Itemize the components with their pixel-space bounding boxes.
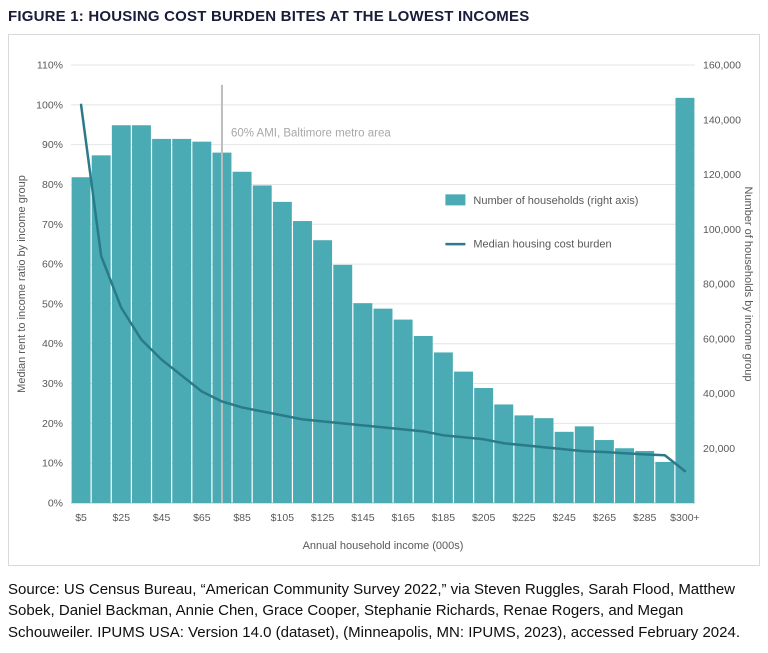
bar [232,171,252,503]
bar [494,404,514,503]
bar [131,125,151,503]
burden-line [79,103,687,473]
right-axis-tick: 60,000 [703,333,735,345]
x-axis-tick: $300+ [670,512,700,524]
x-axis-tick: $165 [391,512,415,524]
bar [252,185,272,503]
bar [333,264,353,503]
bar [554,431,574,503]
x-axis-tick: $225 [512,512,536,524]
ami-annotation: 60% AMI, Baltimore metro area [231,128,391,140]
x-axis-tick: $285 [633,512,657,524]
x-axis-tick: $265 [593,512,617,524]
bar [71,177,91,504]
x-axis-title: Annual household income (000s) [303,540,464,552]
right-axis-tick: 100,000 [703,224,741,236]
x-axis-tick: $145 [351,512,375,524]
left-axis-tick: 10% [42,458,63,470]
bar [111,125,131,503]
left-axis-tick: 0% [48,498,63,510]
left-axis-title: Median rent to income ratio by income gr… [16,175,28,393]
bar [91,155,111,503]
source-text: Source: US Census Bureau, “American Comm… [8,581,740,641]
legend-swatch-bars [445,194,466,206]
x-axis-tick: $105 [271,512,295,524]
bar [514,415,534,503]
left-axis-tick: 110% [37,60,63,72]
bar [172,138,192,503]
bar [574,426,594,503]
legend-label-bars: Number of households (right axis) [473,195,638,207]
bar [313,240,333,503]
x-axis-tick: $125 [311,512,335,524]
right-axis-tick: 40,000 [703,388,735,400]
right-axis-tick: 120,000 [703,169,741,181]
x-axis-tick: $5 [75,512,87,524]
x-axis-tick: $185 [432,512,456,524]
bar [293,221,312,503]
x-axis-tick: $65 [193,512,211,524]
combo-chart: 0% 10% 20% 30% 40% 50% 60% 70% 80% 90% 100% 110% 20,… [16,60,754,553]
left-axis-tick: 70% [42,219,63,231]
left-axis-tick: 50% [42,298,63,310]
bar [413,336,433,503]
bar [474,388,494,503]
x-axis-tick: $45 [153,512,171,524]
right-axis-title: Number of households by income group [742,186,754,381]
left-axis-tick: 30% [42,378,63,390]
bar [594,440,614,503]
x-axis-tick: $205 [472,512,496,524]
bar [152,138,172,503]
bar [272,201,292,503]
right-axis-tick: 140,000 [703,114,741,126]
x-axis-tick: $25 [113,512,131,524]
left-axis-tick: 20% [42,418,63,430]
bar [192,141,212,503]
x-axis-tick: $85 [233,512,251,524]
legend-label-line: Median housing cost burden [473,239,611,251]
figure-title: FIGURE 1: HOUSING COST BURDEN BITES AT T… [8,8,530,25]
right-axis-tick: 160,000 [703,60,741,72]
bar [373,308,393,503]
bar [353,303,373,503]
left-axis-tick: 90% [42,139,63,151]
bar [615,448,635,503]
left-axis-tick: 60% [42,259,63,271]
right-axis-tick: 20,000 [703,443,735,455]
bar [433,352,453,503]
bar [655,461,675,503]
chart-frame: 0% 10% 20% 30% 40% 50% 60% 70% 80% 90% 100% 110% 20,… [8,34,760,566]
left-axis-tick: 40% [42,338,63,350]
bar [675,97,695,503]
right-axis-tick: 80,000 [703,279,735,291]
bar [393,319,413,503]
left-axis-tick: 80% [42,179,63,191]
left-axis-tick: 100% [36,99,63,111]
x-axis-tick: $245 [552,512,576,524]
bar [534,418,554,503]
bar [635,450,655,503]
